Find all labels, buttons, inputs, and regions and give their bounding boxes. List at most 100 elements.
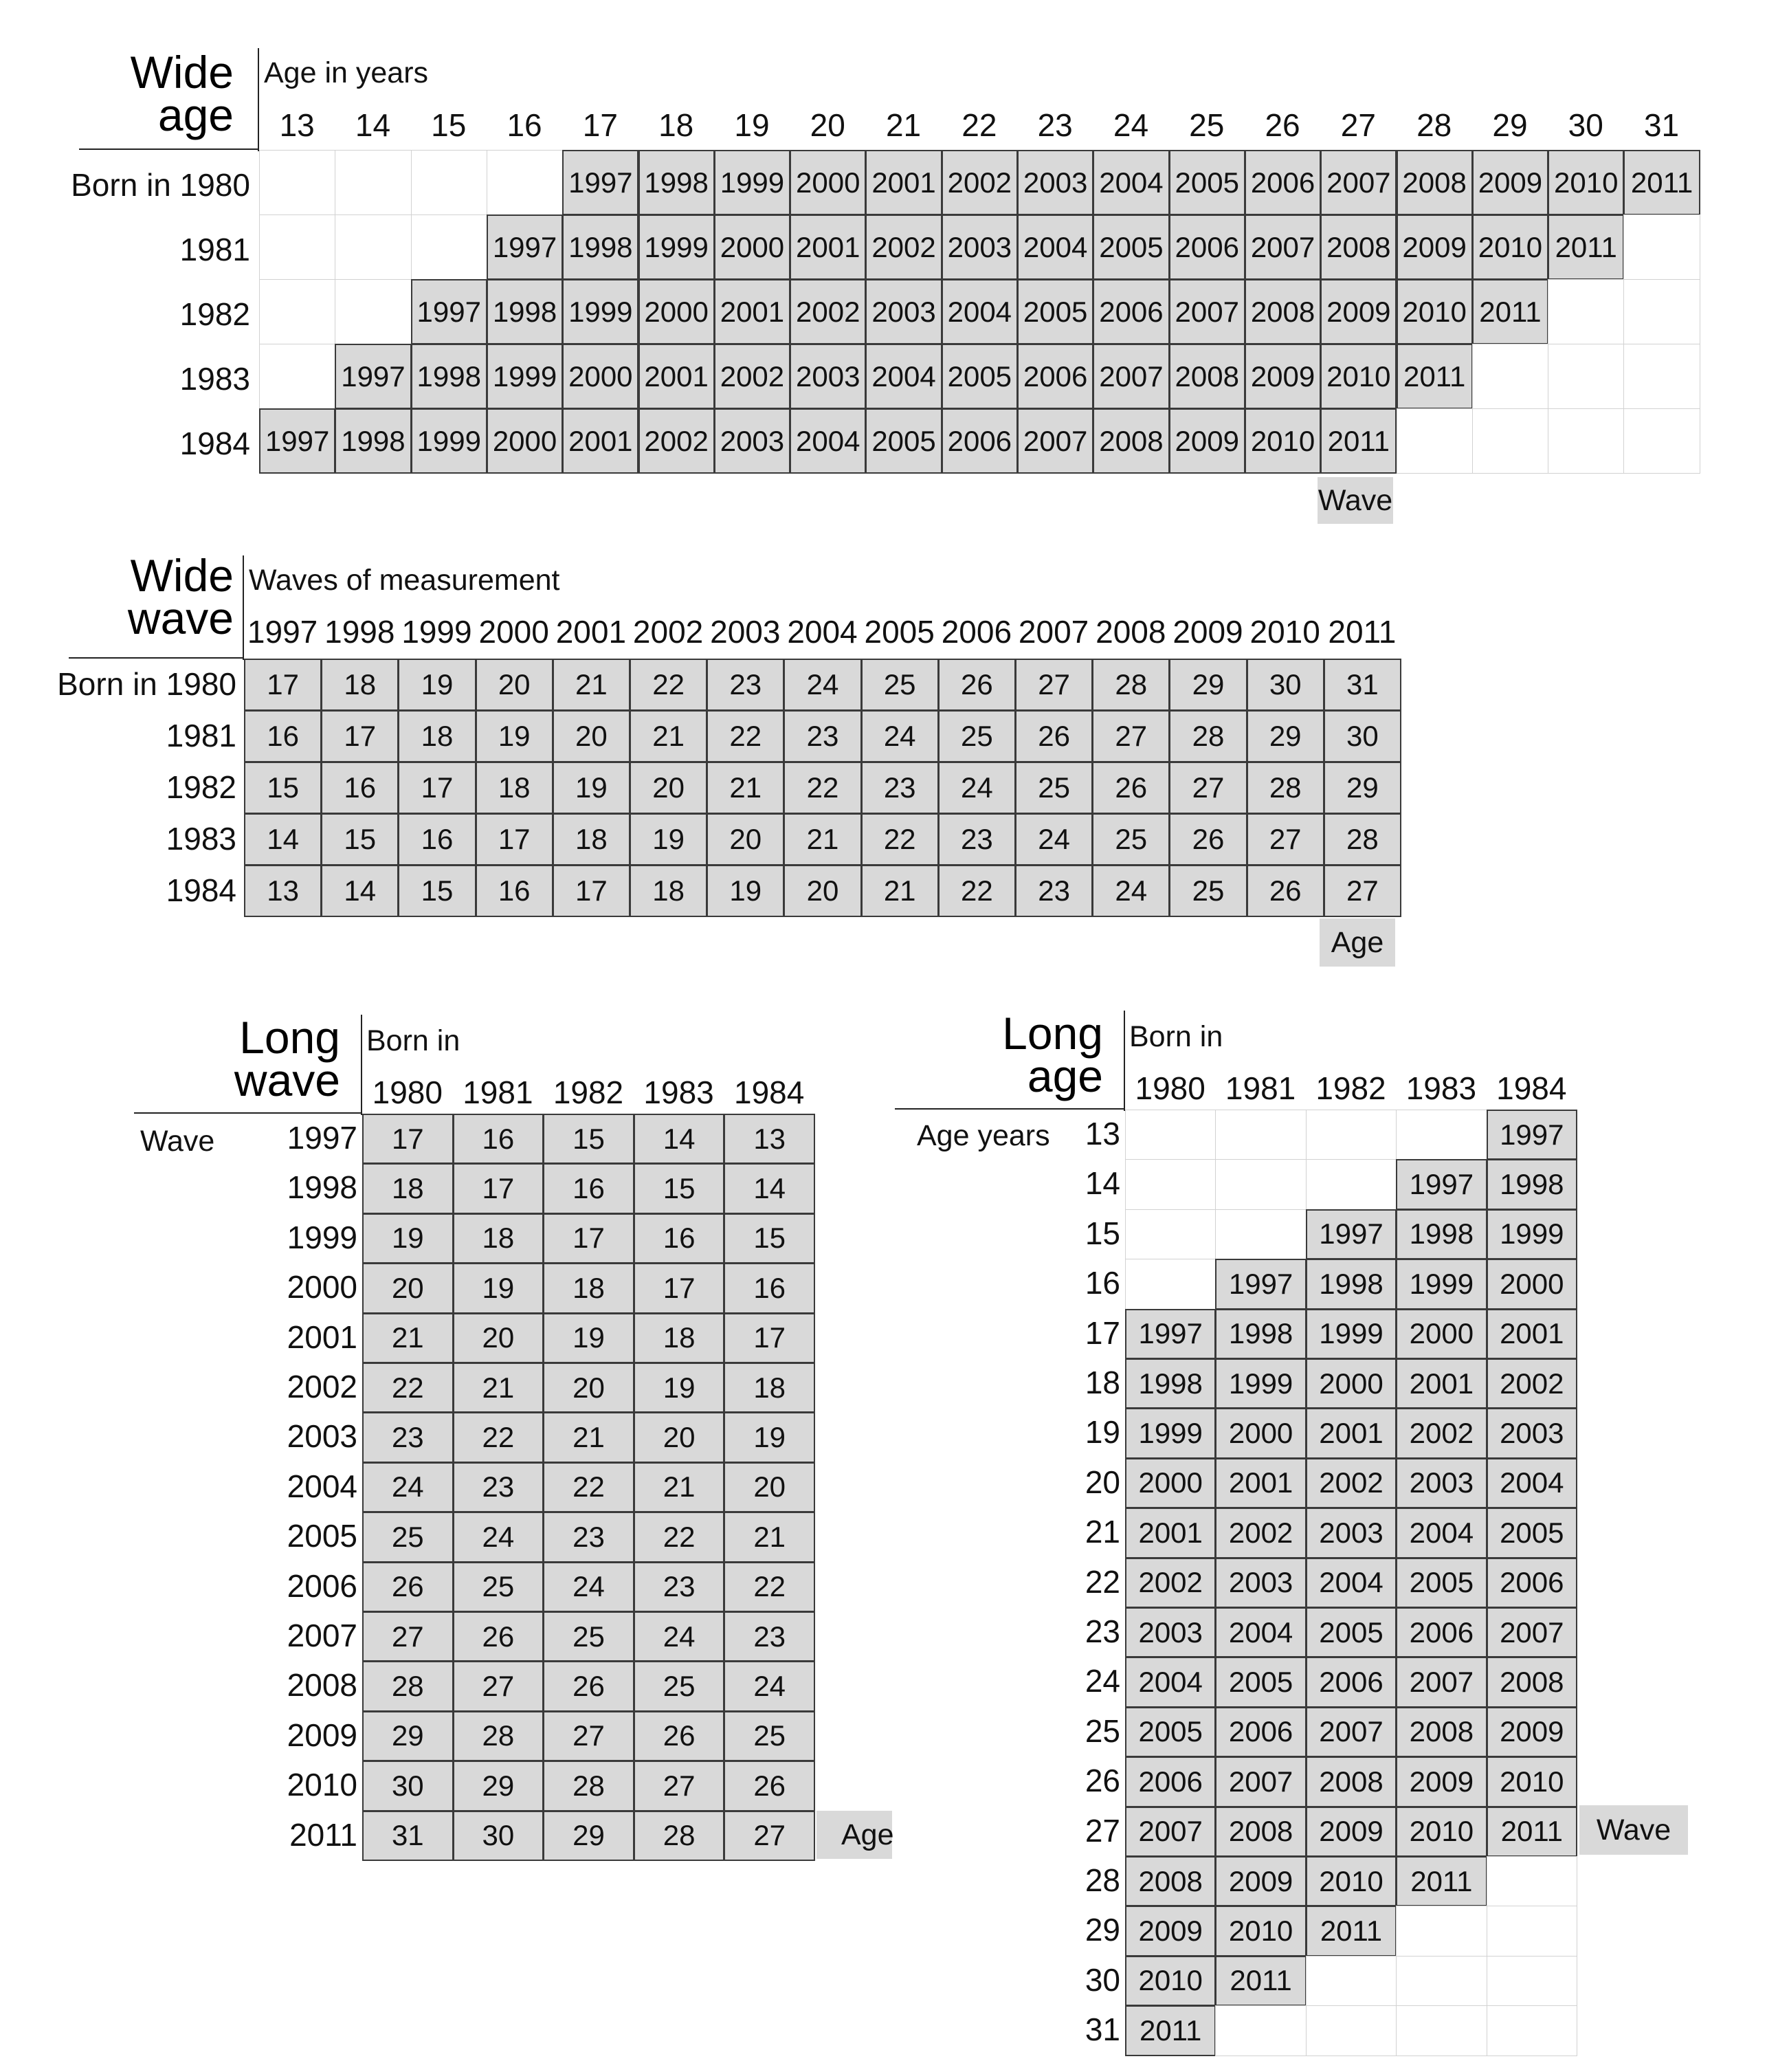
wide-age-cell: 1997	[486, 214, 564, 280]
wide-age-cell: 2006	[1093, 279, 1170, 344]
long-age-cell: 2010	[1486, 1756, 1577, 1807]
long-age-row-label: 23	[1085, 1613, 1120, 1649]
wide-wave-cell: 15	[244, 762, 322, 814]
wide-wave-cell: 24	[937, 762, 1016, 814]
long-age-cell: 2010	[1305, 1856, 1397, 1907]
long-age-cell: 2004	[1215, 1607, 1307, 1658]
long-wave-cell: 25	[362, 1512, 454, 1563]
long-age-cell: 2002	[1396, 1408, 1487, 1459]
long-age-cell: 2003	[1305, 1508, 1397, 1558]
wide-age-column-header: 13	[279, 107, 315, 143]
wide-age-cell: 1997	[335, 344, 412, 409]
wide-wave-axis-label: Waves of measurement	[249, 564, 560, 597]
wide-age-column-header: 31	[1643, 107, 1680, 143]
long-age-cell	[1305, 2005, 1397, 2056]
long-wave-cell: 18	[543, 1263, 634, 1314]
wide-age-cell	[410, 150, 487, 215]
wide-age-column-header: 29	[1492, 107, 1528, 143]
long-wave-cell: 18	[724, 1363, 815, 1413]
long-age-cell: 1998	[1305, 1259, 1397, 1310]
wide-age-cell: 2010	[1471, 214, 1549, 280]
wide-age-cell: 1998	[638, 150, 715, 215]
long-wave-horizontal-rule	[134, 1112, 362, 1114]
wide-age-column-header: 14	[355, 107, 391, 143]
long-age-cell: 2007	[1125, 1806, 1216, 1857]
long-wave-column-header: 1982	[553, 1074, 624, 1110]
long-age-cell: 2002	[1305, 1457, 1397, 1509]
wide-age-cell: 2005	[1168, 150, 1245, 215]
wide-age-column-header: 20	[810, 107, 845, 143]
long-wave-cell: 19	[543, 1312, 634, 1363]
wide-wave-cell: 20	[784, 865, 862, 917]
long-age-row-label: 20	[1085, 1464, 1120, 1500]
long-wave-cell: 22	[362, 1363, 454, 1413]
wide-wave-cell: 23	[1015, 865, 1093, 917]
wide-age-cell: 2004	[941, 279, 1018, 344]
wide-wave-column-header: 2004	[787, 614, 858, 650]
long-wave-cell: 29	[452, 1761, 544, 1811]
long-age-cell: 2007	[1486, 1607, 1577, 1658]
long-wave-row-label: 1998	[287, 1169, 357, 1206]
wide-wave-cell: 16	[475, 865, 553, 917]
long-age-cell	[1396, 1955, 1487, 2007]
wide-age-cell: 2003	[941, 214, 1018, 280]
long-age-cell	[1215, 2005, 1307, 2056]
wide-wave-cell: 23	[784, 710, 862, 762]
long-wave-cell: 28	[362, 1661, 454, 1712]
wide-wave-row-label: Born in 1980	[57, 666, 236, 702]
long-wave-cell: 19	[724, 1412, 815, 1463]
long-age-cell: 1999	[1305, 1308, 1397, 1359]
long-wave-cell: 21	[362, 1312, 454, 1363]
long-wave-row-axis-label: Wave:	[140, 1125, 214, 1158]
wide-wave-column-header: 2011	[1328, 614, 1397, 650]
wide-wave-cell: 22	[784, 762, 862, 814]
wide-wave-column-header: 2007	[1018, 614, 1089, 650]
wide-age-cell	[259, 344, 336, 409]
wide-wave-cell: 29	[1323, 762, 1401, 814]
wide-wave-column-header: 1999	[401, 614, 472, 650]
wide-wave-cell: 18	[475, 762, 553, 814]
long-age-cell	[1125, 1259, 1216, 1310]
wide-age-cell: 2006	[1244, 150, 1322, 215]
long-wave-cell: 28	[543, 1761, 634, 1811]
wide-wave-title-line1: Wide	[130, 550, 234, 601]
long-wave-cell: 22	[452, 1412, 544, 1463]
long-age-cell: 2004	[1305, 1557, 1397, 1608]
wide-age-axis-label: Age in years	[264, 56, 429, 89]
wide-age-cell: 2001	[713, 279, 791, 344]
long-age-row-label: 29	[1085, 1912, 1120, 1948]
long-age-cell: 2008	[1305, 1756, 1397, 1807]
wide-age-row-label: 1981	[179, 232, 250, 267]
long-age-cell: 2001	[1125, 1508, 1216, 1558]
wide-age-row-label: 1983	[179, 361, 250, 397]
wide-wave-cell: 13	[244, 865, 322, 917]
wide-age-cell	[1623, 408, 1700, 474]
long-wave-cell: 16	[452, 1114, 544, 1165]
long-age-cell: 2004	[1486, 1457, 1577, 1509]
long-wave-cell: 14	[724, 1163, 815, 1214]
long-age-cell: 2001	[1305, 1408, 1397, 1459]
wide-age-cell: 2000	[638, 279, 715, 344]
long-age-row-label: 17	[1085, 1314, 1120, 1351]
long-age-cell: 2000	[1125, 1457, 1216, 1509]
wide-age-cell	[335, 214, 412, 280]
long-wave-cell: 25	[543, 1611, 634, 1662]
wide-wave-cell: 25	[1092, 813, 1170, 866]
wide-age-cell: 2006	[941, 408, 1018, 474]
wide-age-cell: 2009	[1471, 150, 1549, 215]
long-wave-cell: 16	[724, 1263, 815, 1314]
long-wave-cell: 20	[452, 1312, 544, 1363]
long-wave-row-label: 2005	[287, 1518, 357, 1554]
wide-age-row-label: Born in 1980	[71, 167, 250, 203]
wide-age-cell: 2011	[1623, 150, 1700, 215]
wide-wave-cell: 26	[1246, 865, 1324, 917]
long-age-row-label: 21	[1085, 1514, 1120, 1550]
wide-wave-cell: 26	[937, 659, 1016, 711]
wide-age-title-line1: Wide	[130, 47, 234, 98]
wide-age-cell: 2006	[1168, 214, 1245, 280]
wide-age-cell: 2010	[1396, 279, 1473, 344]
wide-wave-cell: 15	[398, 865, 476, 917]
wide-wave-cell: 14	[244, 813, 322, 866]
wide-age-cell	[1623, 214, 1700, 280]
long-wave-cell: 15	[724, 1213, 815, 1264]
